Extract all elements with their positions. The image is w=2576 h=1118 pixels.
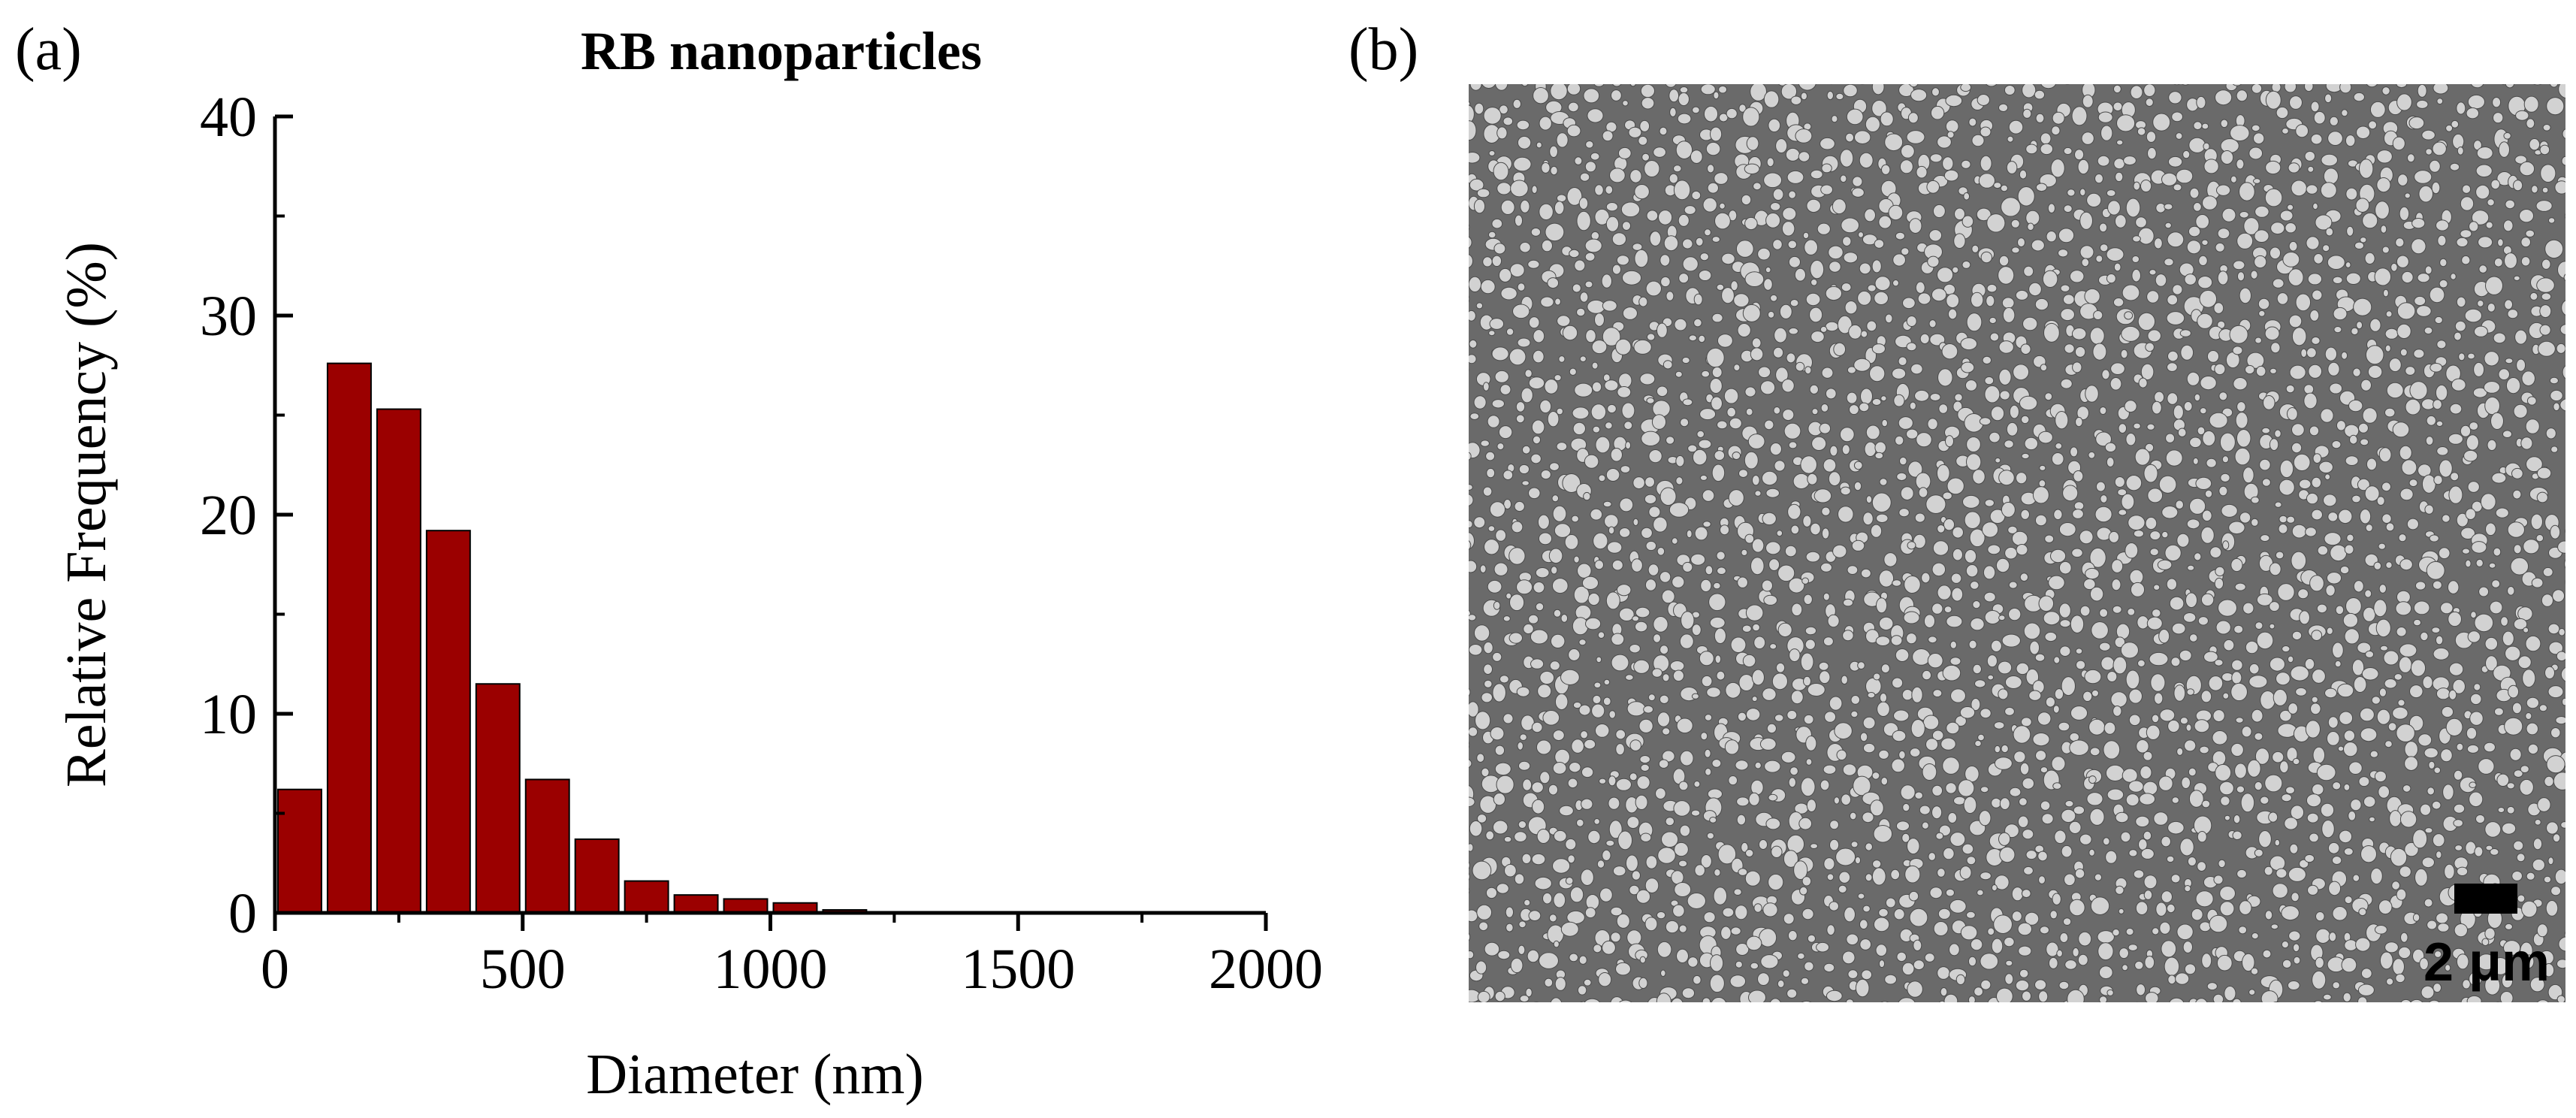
y-tick-label-0: 0 — [228, 882, 257, 945]
histogram-bar-2 — [376, 408, 421, 914]
y-tick-label-4: 40 — [200, 86, 257, 149]
y-axis-ticks: 0 10 20 30 40 — [200, 86, 293, 945]
x-tick-label-2: 1000 — [714, 938, 828, 1001]
x-axis-label: Diameter (nm) — [586, 1043, 923, 1106]
histogram-bar-4 — [475, 683, 521, 914]
histogram-bar-5 — [524, 778, 570, 914]
x-axis-ticks: 0 500 1000 1500 2000 — [261, 913, 1323, 1001]
panel-b-label: (b) — [1348, 17, 1418, 83]
y-axis-label: Relative Frequency (%) — [55, 242, 118, 787]
scale-bar-label: 2 μm — [2423, 932, 2550, 993]
chart-title: RB nanoparticles — [581, 21, 982, 81]
y-tick-label-2: 20 — [200, 484, 257, 547]
histogram-bars — [277, 362, 1264, 914]
histogram-bar-3 — [425, 530, 471, 914]
histogram-bar-1 — [326, 362, 372, 914]
panel-a-histogram: (a) RB nanoparticles 0 10 20 30 40 0 500 1000 1… — [15, 17, 1323, 1106]
histogram-bar-6 — [574, 838, 620, 914]
histogram-bar-9 — [723, 898, 769, 914]
histogram-bar-0 — [277, 788, 322, 914]
x-tick-label-1: 500 — [480, 938, 566, 1001]
x-tick-label-0: 0 — [261, 938, 289, 1001]
y-tick-label-1: 10 — [200, 683, 257, 746]
y-tick-label-3: 30 — [200, 285, 257, 348]
nanoparticle-field — [1469, 84, 2565, 1002]
histogram-bar-8 — [673, 894, 719, 914]
panel-b-micrograph: (b) 2 μm — [1348, 17, 2565, 1002]
x-tick-label-3: 1500 — [961, 938, 1075, 1001]
panel-a-label: (a) — [15, 17, 82, 83]
histogram-bar-7 — [624, 880, 669, 914]
x-tick-label-4: 2000 — [1209, 938, 1323, 1001]
scale-bar — [2454, 884, 2517, 914]
